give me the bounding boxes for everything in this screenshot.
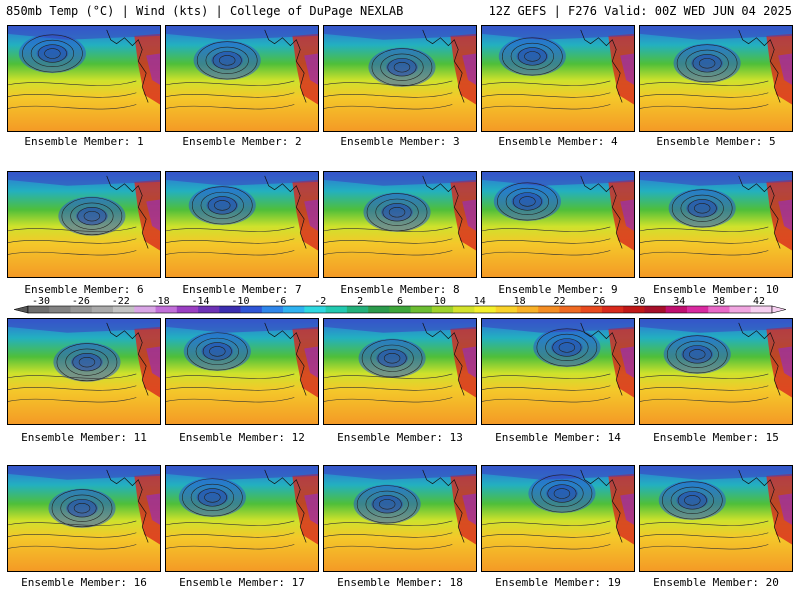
colorbar-swatch bbox=[283, 306, 305, 313]
colorbar-tick-label: 6 bbox=[397, 296, 403, 307]
ensemble-member-caption: Ensemble Member: 15 bbox=[653, 431, 779, 444]
colorbar-swatch bbox=[389, 306, 411, 313]
colorbar-tick-label: -26 bbox=[72, 296, 90, 307]
colorbar-swatch bbox=[325, 306, 348, 313]
colorbar-tick-label: -6 bbox=[274, 296, 286, 307]
colorbar-tick-label: -10 bbox=[231, 296, 249, 307]
colorbar-swatch bbox=[346, 306, 369, 313]
ensemble-member-caption: Ensemble Member: 14 bbox=[495, 431, 621, 444]
colorbar-swatch bbox=[261, 306, 284, 313]
colorbar-swatch bbox=[431, 306, 454, 313]
colorbar-swatch bbox=[601, 306, 624, 313]
colorbar-swatch bbox=[665, 306, 688, 313]
ensemble-member-caption: Ensemble Member: 12 bbox=[179, 431, 305, 444]
colorbar-swatch bbox=[368, 306, 390, 313]
ensemble-member-caption: Ensemble Member: 11 bbox=[21, 431, 147, 444]
ensemble-member-map bbox=[165, 171, 319, 278]
colorbar-swatch bbox=[538, 306, 560, 313]
ensemble-member-map bbox=[639, 171, 793, 278]
ensemble-member-caption: Ensemble Member: 2 bbox=[182, 135, 302, 148]
ensemble-member-map bbox=[7, 465, 161, 572]
ensemble-member-caption: Ensemble Member: 6 bbox=[24, 283, 144, 296]
colorbar-swatch bbox=[750, 306, 773, 313]
ensemble-member-map bbox=[7, 318, 161, 425]
colorbar-swatch bbox=[240, 306, 263, 313]
colorbar-swatch bbox=[134, 306, 156, 313]
colorbar-swatch bbox=[708, 306, 730, 313]
ensemble-member-map bbox=[7, 171, 161, 278]
ensemble-member-map bbox=[639, 318, 793, 425]
ensemble-member-caption: Ensemble Member: 1 bbox=[24, 135, 144, 148]
colorbar-tick-label: 30 bbox=[633, 296, 645, 307]
colorbar-swatch bbox=[495, 306, 518, 313]
colorbar-swatch bbox=[49, 306, 71, 313]
ensemble-member-caption: Ensemble Member: 7 bbox=[182, 283, 302, 296]
colorbar-tick-label: 2 bbox=[357, 296, 363, 307]
colorbar-swatch bbox=[70, 306, 93, 313]
colorbar-swatch bbox=[453, 306, 475, 313]
colorbar-swatch bbox=[516, 306, 539, 313]
ensemble-member-map bbox=[639, 465, 793, 572]
ensemble-member-caption: Ensemble Member: 10 bbox=[653, 283, 779, 296]
colorbar-tick-label: 38 bbox=[713, 296, 725, 307]
header-left-title: 850mb Temp (°C) | Wind (kts) | College o… bbox=[6, 4, 404, 18]
ensemble-member-map bbox=[165, 25, 319, 132]
colorbar-tick-label: 14 bbox=[474, 296, 486, 307]
colorbar-swatch bbox=[686, 306, 709, 313]
colorbar-swatch bbox=[155, 306, 178, 313]
colorbar-tick-label: -30 bbox=[32, 296, 50, 307]
colorbar-swatch bbox=[176, 306, 199, 313]
ensemble-member-map bbox=[323, 171, 477, 278]
ensemble-member-caption: Ensemble Member: 19 bbox=[495, 576, 621, 589]
ensemble-member-caption: Ensemble Member: 8 bbox=[340, 283, 460, 296]
ensemble-member-map bbox=[639, 25, 793, 132]
ensemble-member-caption: Ensemble Member: 13 bbox=[337, 431, 463, 444]
colorbar-tick-label: -2 bbox=[314, 296, 326, 307]
ensemble-member-map bbox=[481, 25, 635, 132]
ensemble-member-caption: Ensemble Member: 3 bbox=[340, 135, 460, 148]
ensemble-member-map bbox=[323, 318, 477, 425]
colorbar-tick-label: 10 bbox=[434, 296, 446, 307]
ensemble-member-map bbox=[481, 171, 635, 278]
ensemble-member-caption: Ensemble Member: 4 bbox=[498, 135, 618, 148]
colorbar-tick-label: 26 bbox=[593, 296, 605, 307]
colorbar-tick-label: 42 bbox=[753, 296, 765, 307]
ensemble-member-map bbox=[481, 465, 635, 572]
colorbar-tick-label: -14 bbox=[192, 296, 210, 307]
ensemble-member-caption: Ensemble Member: 16 bbox=[21, 576, 147, 589]
colorbar-tick-label: 18 bbox=[514, 296, 526, 307]
ensemble-member-caption: Ensemble Member: 17 bbox=[179, 576, 305, 589]
colorbar-tick-label: -22 bbox=[112, 296, 130, 307]
colorbar-swatch bbox=[729, 306, 752, 313]
colorbar-swatch bbox=[91, 306, 114, 313]
ensemble-member-caption: Ensemble Member: 20 bbox=[653, 576, 779, 589]
ensemble-member-caption: Ensemble Member: 18 bbox=[337, 576, 463, 589]
temperature-colorbar: -30 -26 -22 -18 -14 -10 -6 -2 2 6 10 14 18 22 26 30 34 38… bbox=[14, 296, 786, 314]
ensemble-member-map bbox=[165, 318, 319, 425]
ensemble-member-map bbox=[165, 465, 319, 572]
ensemble-member-caption: Ensemble Member: 9 bbox=[498, 283, 618, 296]
colorbar-tick-label: 22 bbox=[554, 296, 566, 307]
ensemble-member-map bbox=[323, 25, 477, 132]
ensemble-member-map bbox=[323, 465, 477, 572]
colorbar-swatch bbox=[559, 306, 581, 313]
colorbar-swatch bbox=[304, 306, 326, 313]
colorbar-tick-label: -18 bbox=[152, 296, 170, 307]
ensemble-member-caption: Ensemble Member: 5 bbox=[656, 135, 776, 148]
colorbar-swatch bbox=[410, 306, 433, 313]
colorbar-swatch bbox=[219, 306, 241, 313]
colorbar-swatch bbox=[113, 306, 135, 313]
colorbar-tick-label: 34 bbox=[673, 296, 685, 307]
colorbar-swatch bbox=[644, 306, 667, 313]
colorbar-swatch bbox=[623, 306, 645, 313]
ensemble-member-map bbox=[7, 25, 161, 132]
colorbar-swatch bbox=[28, 306, 50, 313]
header-right-title: 12Z GEFS | F276 Valid: 00Z WED JUN 04 20… bbox=[488, 4, 792, 18]
ensemble-member-map bbox=[481, 318, 635, 425]
colorbar-swatch bbox=[580, 306, 603, 313]
colorbar-swatch bbox=[198, 306, 220, 313]
colorbar-swatch bbox=[474, 306, 496, 313]
